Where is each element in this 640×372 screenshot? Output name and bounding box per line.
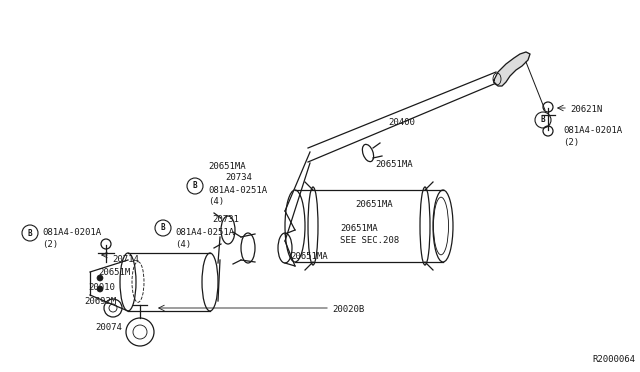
Text: 20651MA: 20651MA bbox=[355, 200, 392, 209]
Text: R2000064: R2000064 bbox=[592, 355, 635, 364]
Text: 20010: 20010 bbox=[88, 283, 115, 292]
Polygon shape bbox=[494, 52, 530, 86]
Text: 20692M: 20692M bbox=[84, 297, 116, 306]
Text: 20020B: 20020B bbox=[332, 305, 364, 314]
Text: 20651MA: 20651MA bbox=[340, 224, 378, 233]
Text: (4): (4) bbox=[175, 240, 191, 249]
Text: B: B bbox=[541, 115, 545, 125]
Text: 20731: 20731 bbox=[212, 215, 239, 224]
Text: 081A4-0201A: 081A4-0201A bbox=[563, 126, 622, 135]
Text: (2): (2) bbox=[42, 240, 58, 249]
Text: 20074: 20074 bbox=[95, 323, 122, 332]
Text: 20734: 20734 bbox=[225, 173, 252, 182]
Text: 20651M: 20651M bbox=[98, 268, 131, 277]
Circle shape bbox=[97, 275, 103, 281]
Text: SEE SEC.208: SEE SEC.208 bbox=[340, 236, 399, 245]
Text: 20714: 20714 bbox=[112, 255, 139, 264]
Text: 081A4-0251A: 081A4-0251A bbox=[208, 186, 267, 195]
Circle shape bbox=[97, 286, 103, 292]
Text: 081A4-0201A: 081A4-0201A bbox=[42, 228, 101, 237]
Text: (2): (2) bbox=[563, 138, 579, 147]
Text: B: B bbox=[161, 224, 165, 232]
Text: 20651MA: 20651MA bbox=[290, 252, 328, 261]
Text: 20400: 20400 bbox=[388, 118, 415, 127]
Text: 081A4-0251A: 081A4-0251A bbox=[175, 228, 234, 237]
Text: 20621N: 20621N bbox=[570, 105, 602, 114]
Text: B: B bbox=[28, 228, 32, 237]
Text: 20651MA: 20651MA bbox=[208, 162, 246, 171]
Text: B: B bbox=[193, 182, 197, 190]
Text: (4): (4) bbox=[208, 197, 224, 206]
Text: 20651MA: 20651MA bbox=[375, 160, 413, 169]
